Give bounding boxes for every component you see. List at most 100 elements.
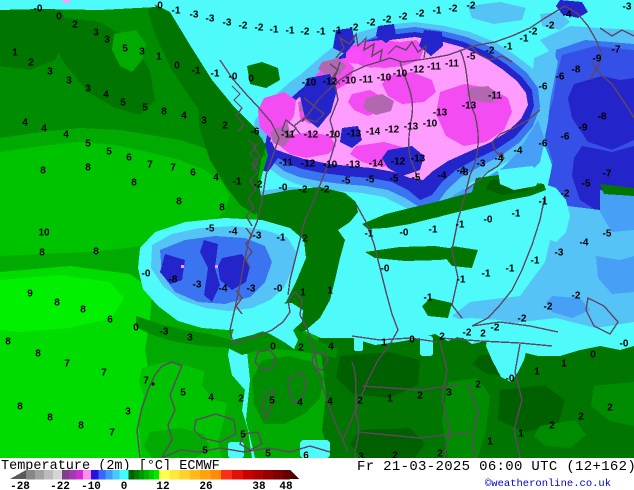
svg-text:-5: -5 [582, 179, 591, 190]
svg-text:4: 4 [181, 111, 187, 122]
svg-text:5: 5 [85, 139, 91, 150]
svg-text:-1: -1 [506, 264, 515, 275]
svg-text:-5: -5 [467, 52, 476, 63]
svg-text:2: 2 [578, 412, 584, 423]
svg-text:2: 2 [417, 391, 423, 402]
svg-text:5: 5 [122, 44, 128, 55]
svg-text:6: 6 [303, 451, 309, 462]
svg-text:-0: -0 [142, 269, 151, 280]
svg-text:-0: -0 [620, 339, 629, 350]
svg-text:-10: -10 [393, 69, 408, 80]
svg-text:5: 5 [269, 396, 275, 407]
svg-text:-2: -2 [546, 21, 555, 32]
svg-text:-0: -0 [34, 4, 43, 15]
svg-text:3: 3 [47, 67, 53, 78]
svg-text:1: 1 [387, 394, 393, 405]
svg-text:0: 0 [409, 335, 415, 346]
svg-text:-1: -1 [433, 6, 442, 17]
svg-text:-0: -0 [381, 264, 390, 275]
svg-text:3: 3 [187, 333, 193, 344]
svg-text:-3: -3 [253, 231, 262, 242]
svg-text:-4: -4 [219, 284, 228, 295]
svg-text:-9: -9 [593, 54, 602, 65]
svg-text:0: 0 [248, 74, 254, 85]
svg-text:-11: -11 [279, 158, 293, 169]
svg-text:-8: -8 [169, 275, 178, 286]
svg-text:-6: -6 [561, 132, 570, 143]
svg-text:0: 0 [270, 342, 276, 353]
svg-text:1: 1 [327, 286, 333, 297]
svg-text:-1: -1 [277, 233, 286, 244]
svg-text:5: 5 [106, 147, 112, 158]
svg-text:-2: -2 [518, 314, 527, 325]
svg-text:-2: -2 [383, 15, 392, 26]
svg-text:1: 1 [300, 288, 306, 299]
svg-text:-4: -4 [457, 166, 466, 177]
svg-text:-2: -2 [255, 23, 264, 34]
svg-text:2: 2 [28, 58, 34, 69]
svg-text:-1: -1 [457, 275, 466, 286]
svg-text:-3: -3 [623, 2, 632, 13]
svg-text:-3: -3 [477, 159, 486, 170]
svg-text:-2: -2 [301, 27, 310, 38]
svg-text:-0: -0 [506, 374, 515, 385]
svg-text:4: 4 [328, 342, 334, 353]
svg-text:-28: -28 [10, 481, 30, 490]
svg-text:-10: -10 [342, 76, 357, 87]
svg-text:-1: -1 [233, 177, 242, 188]
svg-text:-1: -1 [531, 256, 540, 267]
svg-text:-2: -2 [467, 1, 476, 12]
svg-text:-2: -2 [491, 323, 500, 334]
svg-text:2: 2 [357, 396, 363, 407]
svg-text:-0: -0 [400, 228, 409, 239]
svg-text:-10: -10 [323, 160, 338, 171]
svg-text:3: 3 [85, 84, 91, 95]
svg-text:2: 2 [549, 421, 555, 432]
svg-text:-11: -11 [488, 91, 502, 102]
svg-text:-4: -4 [563, 10, 572, 21]
svg-text:3: 3 [358, 452, 364, 463]
svg-text:3: 3 [104, 35, 110, 46]
svg-text:4: 4 [41, 124, 47, 135]
svg-text:©weatheronline.co.uk: ©weatheronline.co.uk [485, 478, 611, 490]
svg-text:7: 7 [170, 163, 176, 174]
svg-text:-0: -0 [229, 72, 238, 83]
svg-text:-10: -10 [423, 119, 438, 130]
svg-text:8: 8 [161, 107, 167, 118]
svg-text:-1: -1 [270, 25, 279, 36]
svg-text:4: 4 [103, 90, 109, 101]
svg-text:Fr 21-03-2025 06:00 UTC (12+16: Fr 21-03-2025 06:00 UTC (12+162) [357, 459, 634, 475]
svg-text:-3: -3 [160, 327, 169, 338]
svg-text:-2: -2 [367, 18, 376, 29]
svg-text:-2: -2 [486, 46, 495, 57]
svg-text:-7: -7 [612, 45, 621, 56]
svg-text:-8: -8 [598, 112, 607, 123]
svg-text:1: 1 [381, 338, 387, 349]
svg-text:-22: -22 [50, 481, 70, 490]
svg-text:3: 3 [125, 407, 131, 418]
svg-text:1: 1 [487, 437, 493, 448]
svg-text:8: 8 [5, 337, 11, 348]
svg-text:-5: -5 [366, 175, 375, 186]
svg-text:2: 2 [238, 394, 244, 405]
svg-text:-2: -2 [321, 185, 330, 196]
svg-text:-4: -4 [438, 171, 447, 182]
svg-text:-2: -2 [529, 27, 538, 38]
svg-text:-1: -1 [520, 34, 529, 45]
svg-text:-2: -2 [572, 291, 581, 302]
svg-text:3: 3 [93, 28, 99, 39]
svg-text:-3: -3 [555, 248, 564, 259]
svg-text:-2: -2 [254, 180, 263, 191]
svg-text:-1: -1 [286, 26, 295, 37]
svg-text:-0: -0 [279, 183, 288, 194]
svg-text:7: 7 [143, 376, 149, 387]
svg-text:3: 3 [66, 76, 72, 87]
svg-text:-11: -11 [359, 75, 373, 86]
svg-text:-0: -0 [484, 215, 493, 226]
svg-text:-4: -4 [580, 238, 589, 249]
svg-text:1: 1 [156, 52, 162, 63]
svg-text:-12: -12 [323, 77, 338, 88]
svg-text:-14: -14 [369, 159, 384, 170]
svg-text:-5: -5 [603, 229, 612, 240]
svg-text:26: 26 [199, 481, 212, 490]
